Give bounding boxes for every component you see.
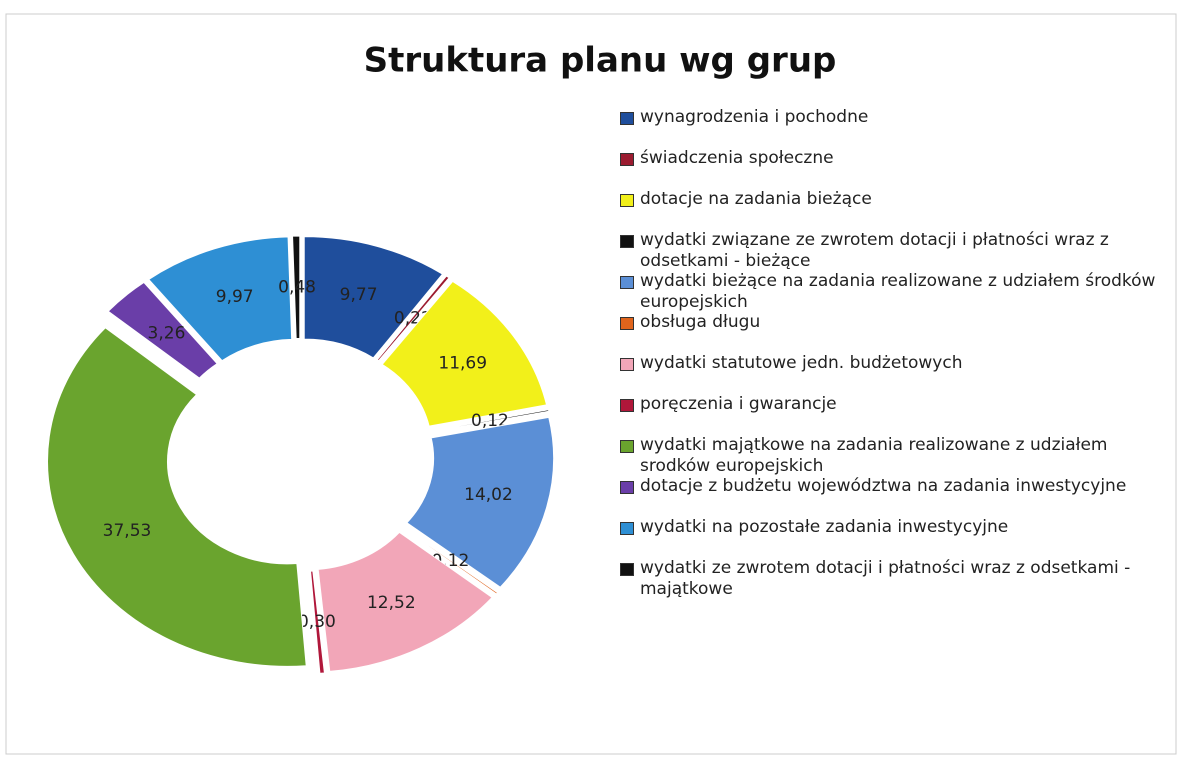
data-label: 14,02 — [464, 485, 513, 505]
donut-segment — [376, 275, 450, 362]
donut-segment — [406, 416, 555, 588]
legend-swatch — [620, 153, 634, 166]
data-label: 3,26 — [148, 323, 186, 343]
legend-swatch — [620, 440, 634, 453]
donut-segment — [317, 531, 493, 672]
legend-swatch — [620, 563, 634, 576]
legend-swatch — [620, 481, 634, 494]
legend-label: wydatki majątkowe na zadania realizowane… — [640, 435, 1108, 476]
legend-label: świadczenia społeczne — [640, 148, 834, 168]
data-label: 0,48 — [278, 277, 316, 297]
legend-item: poręczenia i gwarancje — [620, 394, 1160, 415]
legend-item: wydatki na pozostałe zadania inwestycyjn… — [620, 517, 1160, 538]
legend-item: wydatki związane ze zwrotem dotacji i pł… — [620, 230, 1160, 272]
legend-item: świadczenia społeczne — [620, 148, 1160, 169]
legend-item: dotacje na zadania bieżące — [620, 189, 1160, 210]
donut-segment — [292, 235, 301, 340]
legend-swatch — [620, 399, 634, 412]
legend-label: dotacje z budżetu województwa na zadania… — [640, 476, 1127, 496]
legend-label: wydatki na pozostałe zadania inwestycyjn… — [640, 517, 1009, 537]
legend-swatch — [620, 522, 634, 535]
legend-label: wydatki ze zwrotem dotacji i płatności w… — [640, 558, 1131, 599]
donut-segment — [148, 236, 293, 362]
legend-swatch — [620, 235, 634, 248]
data-label: 0,30 — [298, 612, 336, 632]
legend-swatch — [620, 194, 634, 207]
legend-item: wydatki ze zwrotem dotacji i płatności w… — [620, 558, 1160, 600]
donut-segment — [107, 281, 218, 379]
legend-swatch — [620, 358, 634, 371]
legend-label: wydatki bieżące na zadania realizowane z… — [640, 271, 1156, 312]
legend-item: wydatki bieżące na zadania realizowane z… — [620, 271, 1160, 313]
legend-label: obsługa długu — [640, 312, 761, 332]
legend-item: obsługa długu — [620, 312, 1160, 333]
donut-segment — [303, 236, 444, 359]
legend-label: wynagrodzenia i pochodne — [640, 107, 869, 127]
legend-swatch — [620, 112, 634, 125]
data-label: 9,97 — [216, 287, 254, 307]
legend-label: poręczenia i gwarancje — [640, 394, 837, 414]
legend-item: wydatki statutowe jedn. budżetowych — [620, 353, 1160, 374]
data-label: 9,77 — [340, 285, 378, 305]
legend-item: dotacje z budżetu województwa na zadania… — [620, 476, 1160, 497]
legend-label: wydatki statutowe jedn. budżetowych — [640, 353, 963, 373]
donut-segment — [402, 527, 499, 595]
donut-segment — [310, 570, 325, 674]
donut-segment — [381, 280, 548, 427]
frame — [5, 13, 1177, 755]
data-label: 37,53 — [103, 521, 152, 541]
legend-item: wynagrodzenia i pochodne — [620, 107, 1160, 128]
legend-swatch — [620, 317, 634, 330]
donut-segment — [47, 327, 307, 667]
data-label: 11,69 — [438, 354, 487, 374]
legend-item: wydatki majątkowe na zadania realizowane… — [620, 435, 1160, 477]
legend-label: dotacje na zadania bieżące — [640, 189, 872, 209]
legend-swatch — [620, 276, 634, 289]
legend-label: wydatki związane ze zwrotem dotacji i pł… — [640, 230, 1109, 271]
data-label: 12,52 — [367, 593, 416, 613]
chart-title: Struktura planu wg grup — [364, 41, 837, 81]
donut-segment — [430, 409, 550, 433]
